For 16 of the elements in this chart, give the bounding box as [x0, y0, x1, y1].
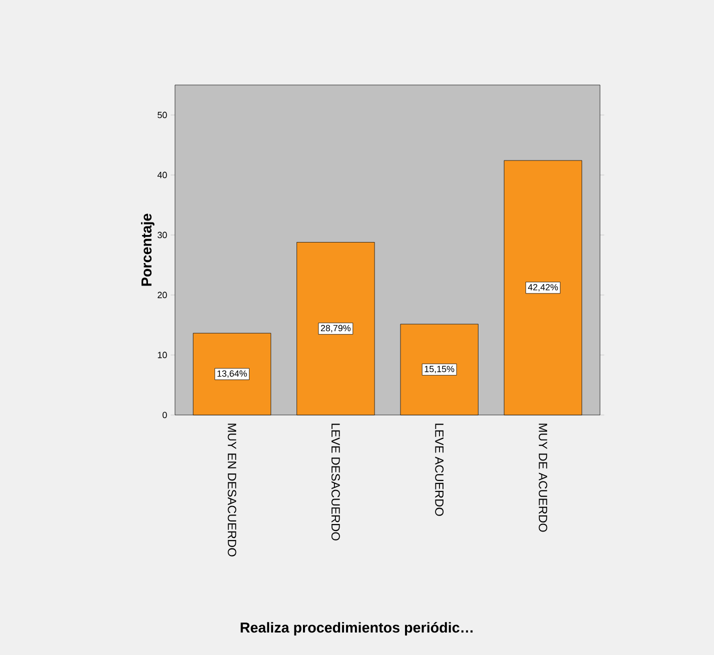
data-label: 15,15%	[424, 366, 454, 374]
data-label: 42,42%	[528, 284, 558, 292]
data-label: 13,64%	[218, 370, 247, 378]
y-tick-label: 30	[158, 232, 167, 238]
x-tick-label: MUY EN DESACUERDO	[228, 424, 236, 556]
y-tick-label: 50	[158, 112, 167, 118]
x-tick-label: MUY DE ACUERDO	[538, 424, 548, 532]
y-tick-label: 20	[158, 292, 167, 298]
x-tick-label: LEVE ACUERDO	[435, 424, 444, 516]
y-tick-label: 10	[158, 352, 167, 358]
y-axis-title: Porcentaje	[141, 214, 154, 286]
data-label: 28,79%	[320, 324, 351, 332]
y-tick-label: 0	[162, 412, 167, 418]
x-axis-title: Realiza procedimientos periódic…	[240, 622, 473, 636]
y-tick-label: 40	[157, 172, 167, 178]
x-tick-label: LEVE DESACUERDO	[331, 424, 340, 540]
